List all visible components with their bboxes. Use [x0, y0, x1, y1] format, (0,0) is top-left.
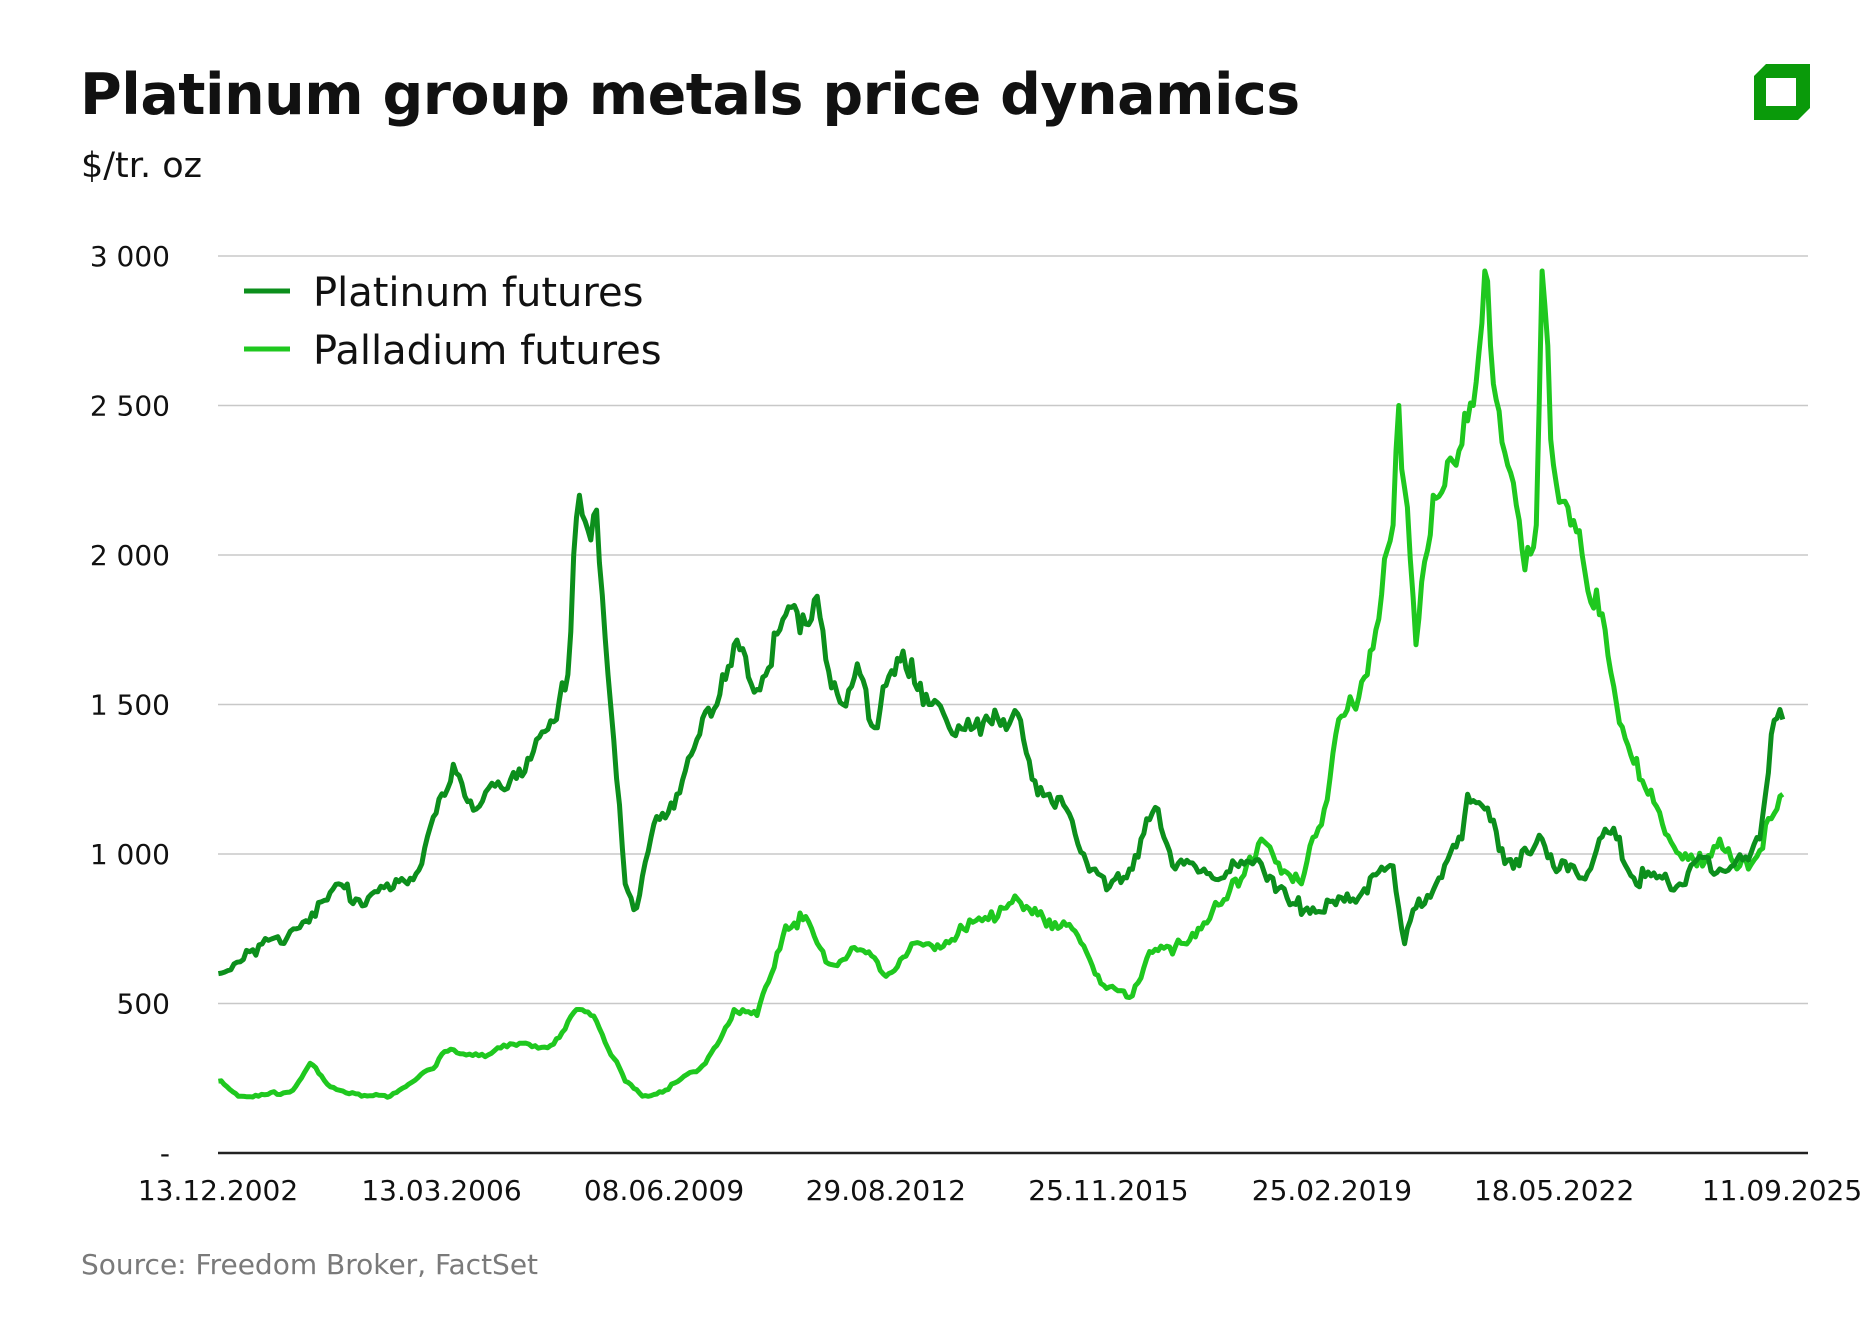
legend-label-platinum: Platinum futures	[313, 270, 643, 316]
x-axis-ticks: 13.12.2002 13.03.2006 08.06.2009 29.08.2012…	[138, 1174, 1862, 1207]
legend: Platinum futures Palladium futures	[244, 270, 662, 374]
y-tick-label: 2 000	[90, 539, 170, 572]
x-tick-label: 25.11.2015	[1028, 1174, 1188, 1207]
x-tick-label: 29.08.2012	[806, 1174, 966, 1207]
y-tick-label: 1 500	[90, 689, 170, 722]
legend-label-palladium: Palladium futures	[313, 328, 662, 374]
chart-title: Platinum group metals price dynamics	[80, 62, 1300, 128]
y-axis-ticks: - 500 1 000 1 500 2 000 2 500 3 000	[90, 240, 170, 1170]
y-tick-label: 2 500	[90, 390, 170, 423]
y-tick-label: -	[160, 1137, 170, 1170]
x-tick-label: 11.09.2025	[1702, 1174, 1862, 1207]
x-tick-label: 08.06.2009	[584, 1174, 744, 1207]
source-note: Source: Freedom Broker, FactSet	[81, 1248, 539, 1281]
chart-unit: $/tr. oz	[81, 146, 202, 186]
y-tick-label: 3 000	[90, 240, 170, 273]
series-line-palladium	[218, 268, 1785, 1100]
grid-lines	[218, 255, 1808, 1155]
x-tick-label: 25.02.2019	[1252, 1174, 1412, 1207]
x-tick-label: 13.12.2002	[138, 1174, 298, 1207]
x-tick-label: 13.03.2006	[361, 1174, 521, 1207]
series-line-platinum	[218, 492, 1786, 977]
brand-logo-icon	[1754, 64, 1810, 120]
y-tick-label: 500	[117, 988, 170, 1021]
y-tick-label: 1 000	[90, 838, 170, 871]
series-lines	[218, 268, 1786, 1100]
x-tick-label: 18.05.2022	[1474, 1174, 1634, 1207]
